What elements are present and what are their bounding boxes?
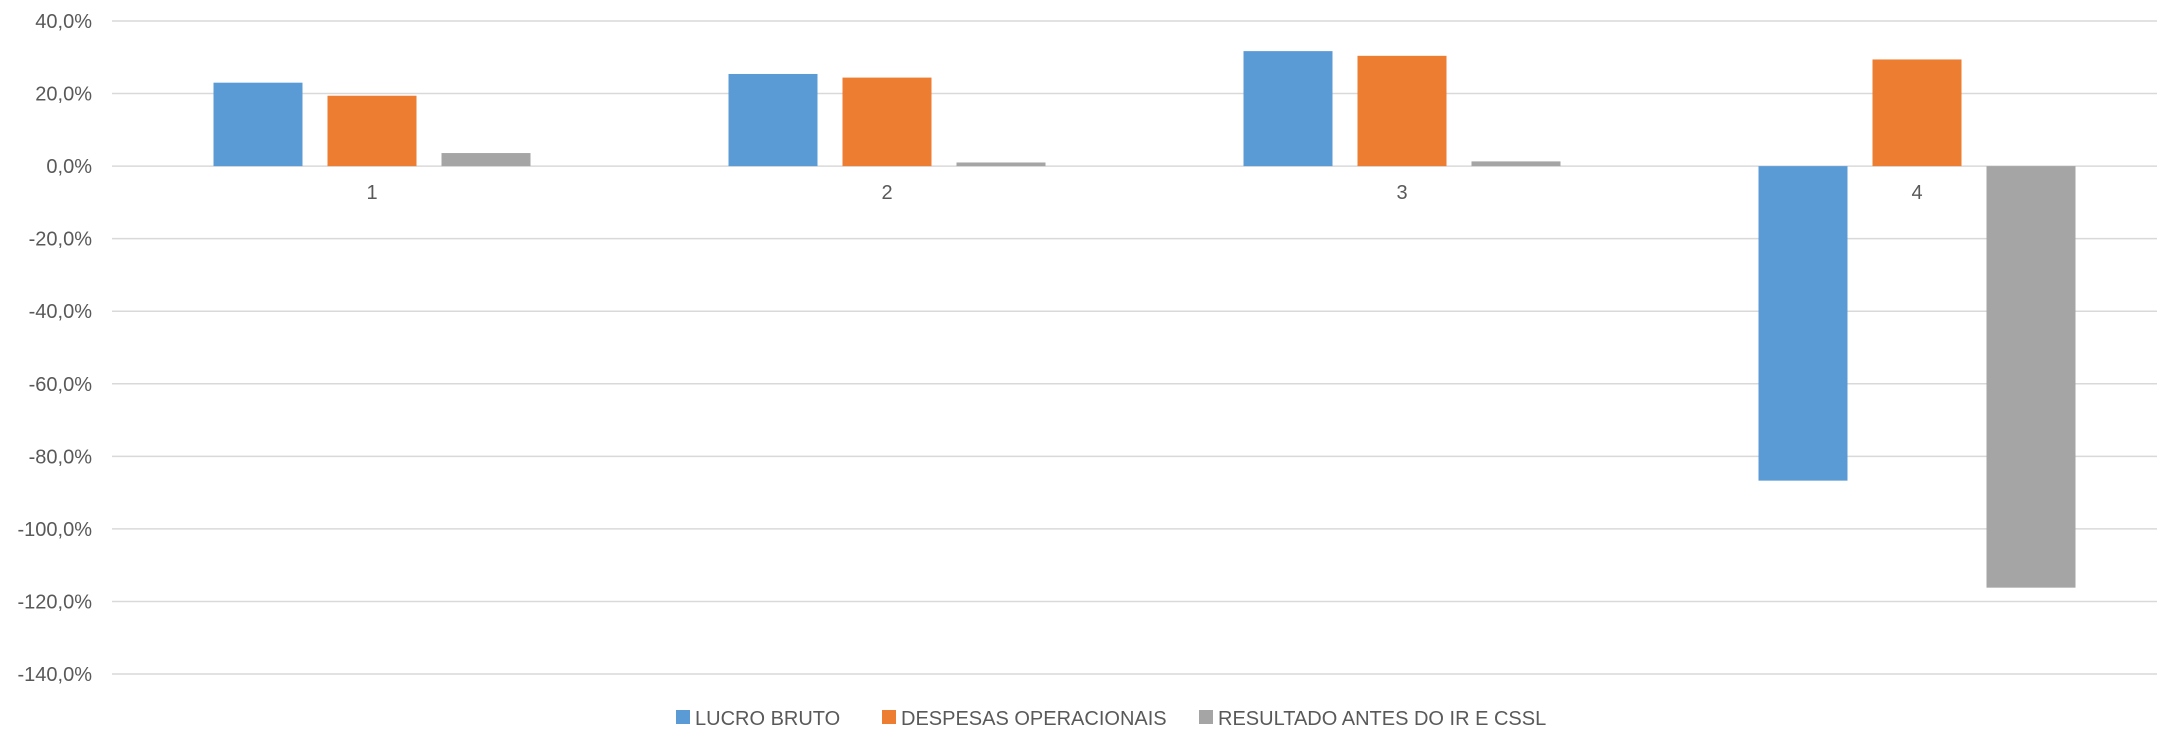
bar [1986, 166, 2076, 588]
y-axis-tick-labels: 40,0% 20,0% 0,0% -20,0% -40,0% -60,0% -80,0% -1… [18, 11, 93, 686]
y-tick-label: -20,0% [29, 229, 93, 251]
y-tick-label: -100,0% [18, 519, 93, 541]
legend-label: LUCRO BRUTO [695, 708, 840, 730]
bar [1357, 55, 1447, 167]
y-tick-label: 0,0% [46, 156, 92, 178]
y-tick-label: -120,0% [18, 591, 93, 613]
bar [441, 153, 531, 167]
bar [728, 73, 818, 167]
x-category-label: 3 [1396, 182, 1407, 204]
y-tick-label: 40,0% [35, 11, 92, 33]
y-tick-label: -80,0% [29, 446, 93, 468]
legend-swatch [882, 710, 896, 724]
x-category-label: 4 [1911, 182, 1922, 204]
bar [1758, 166, 1848, 481]
legend-swatch [1199, 710, 1213, 724]
y-tick-label: -140,0% [18, 664, 93, 686]
bars [213, 51, 2076, 588]
bar [213, 82, 303, 167]
gridlines [112, 20, 2157, 675]
legend-label: DESPESAS OPERACIONAIS [901, 708, 1167, 730]
legend: LUCRO BRUTO DESPESAS OPERACIONAIS RESULTAD… [676, 708, 1546, 730]
bar [327, 95, 417, 167]
legend-label: RESULTADO ANTES DO IR E CSSL [1218, 708, 1546, 730]
legend-swatch [676, 710, 690, 724]
bar [1872, 59, 1962, 167]
category-labels: 1 2 3 4 [366, 182, 1922, 204]
bar [842, 77, 932, 167]
y-tick-label: -60,0% [29, 374, 93, 396]
bar [1243, 51, 1333, 167]
x-category-label: 1 [366, 182, 377, 204]
bar [1471, 161, 1561, 167]
x-category-label: 2 [881, 182, 892, 204]
y-tick-label: -40,0% [29, 301, 93, 323]
bar [956, 162, 1046, 167]
y-tick-label: 20,0% [35, 84, 92, 106]
